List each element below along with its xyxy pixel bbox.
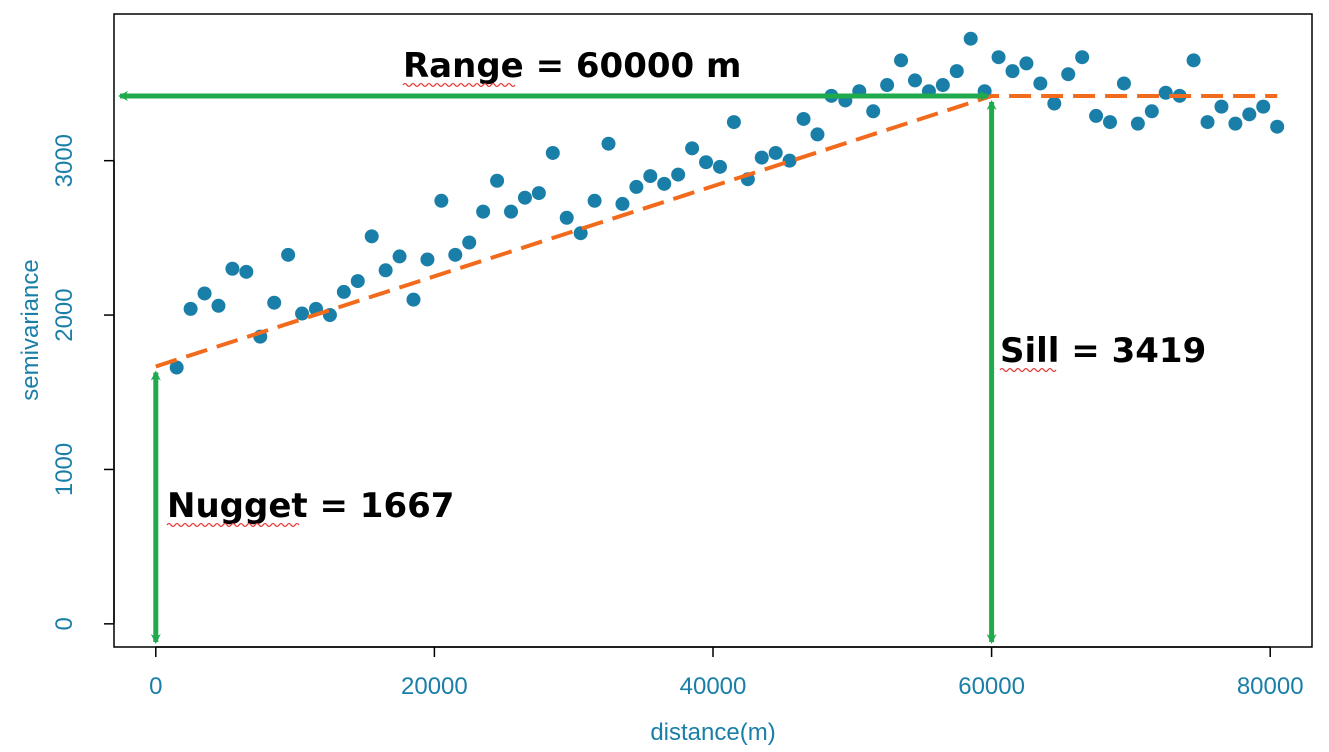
- x-tick-label: 0: [149, 673, 162, 700]
- spellcheck-underline-nugget: [166, 522, 300, 528]
- spellcheck-underline-sill: [999, 367, 1057, 373]
- data-point: [1019, 56, 1034, 71]
- fit-line: [155, 93, 1278, 369]
- data-point: [1075, 50, 1090, 65]
- data-point: [1061, 67, 1076, 82]
- x-tick-label: 40000: [680, 673, 747, 700]
- sill-annotation: Sill = 3419: [1000, 331, 1206, 371]
- data-point: [894, 53, 909, 68]
- data-point: [699, 155, 714, 170]
- data-point: [476, 204, 491, 219]
- data-point: [768, 145, 783, 160]
- data-point: [504, 204, 519, 219]
- data-point: [545, 145, 560, 160]
- data-point: [643, 169, 658, 184]
- data-point: [935, 78, 950, 93]
- data-point: [810, 127, 825, 142]
- data-point: [782, 153, 797, 168]
- data-point: [1200, 115, 1215, 130]
- x-tick-label: 20000: [401, 673, 468, 700]
- spellcheck-underline-range: [402, 82, 516, 88]
- x-axis: 0 20000 40000 60000 80000: [149, 646, 1304, 700]
- data-point: [880, 78, 895, 93]
- data-point: [907, 73, 922, 88]
- data-point: [364, 229, 379, 244]
- x-tick-label: 60000: [958, 673, 1025, 700]
- data-point: [796, 111, 811, 126]
- y-tick-label: 2000: [51, 288, 78, 341]
- data-point: [685, 141, 700, 156]
- data-point: [615, 196, 630, 211]
- data-point: [1214, 99, 1229, 114]
- data-point: [211, 298, 226, 313]
- data-point: [1144, 104, 1159, 119]
- data-point: [1089, 108, 1104, 123]
- data-point: [1228, 116, 1243, 131]
- data-point: [448, 247, 463, 262]
- annotation-arrows: [118, 90, 997, 644]
- data-point: [629, 179, 644, 194]
- data-point: [949, 64, 964, 79]
- x-tick-label: 80000: [1237, 673, 1304, 700]
- data-point: [531, 186, 546, 201]
- y-tick-label: 1000: [51, 443, 78, 496]
- data-point: [392, 249, 407, 264]
- data-point: [1033, 76, 1048, 91]
- range-annotation: Range = 60000 m: [403, 46, 741, 86]
- data-point: [336, 284, 351, 299]
- data-point: [169, 360, 184, 375]
- nugget-annotation: Nugget = 1667: [167, 486, 454, 526]
- data-point: [991, 50, 1006, 65]
- data-point: [1047, 96, 1062, 111]
- data-point: [350, 274, 365, 289]
- data-point: [225, 261, 240, 276]
- data-point: [462, 235, 477, 250]
- data-point: [183, 301, 198, 316]
- data-point: [1186, 53, 1201, 68]
- data-point: [1103, 115, 1118, 130]
- data-point: [601, 136, 616, 151]
- data-point: [1130, 116, 1145, 131]
- data-point: [754, 150, 769, 165]
- data-point: [197, 286, 212, 301]
- data-point: [657, 176, 672, 191]
- y-axis: 0 1000 2000 3000: [51, 134, 115, 631]
- y-tick-label: 0: [51, 617, 78, 630]
- x-axis-title: distance(m): [650, 719, 775, 746]
- data-point: [406, 292, 421, 307]
- data-point: [295, 306, 310, 321]
- data-point: [712, 159, 727, 174]
- data-point: [378, 263, 393, 278]
- data-point: [490, 173, 505, 188]
- data-point: [587, 193, 602, 208]
- data-point: [517, 190, 532, 205]
- data-point: [239, 264, 254, 279]
- data-point: [434, 193, 449, 208]
- data-point: [866, 104, 881, 119]
- data-point: [420, 252, 435, 267]
- data-point: [559, 210, 574, 225]
- data-point: [1242, 107, 1257, 122]
- data-point: [671, 167, 686, 182]
- data-point: [726, 115, 741, 130]
- data-point: [1116, 76, 1131, 91]
- data-point: [1256, 99, 1271, 114]
- data-point: [1005, 64, 1020, 79]
- data-point: [281, 247, 296, 262]
- fitted-model: [155, 93, 1278, 369]
- y-axis-title: semivariance: [17, 259, 44, 400]
- data-point: [1270, 119, 1285, 134]
- data-point: [267, 295, 282, 310]
- y-tick-label: 3000: [51, 134, 78, 187]
- data-point: [963, 31, 978, 46]
